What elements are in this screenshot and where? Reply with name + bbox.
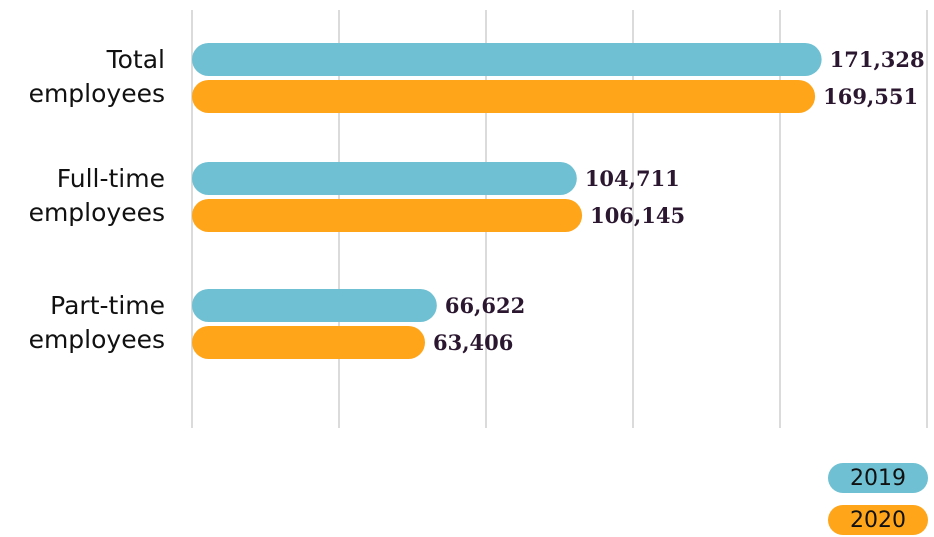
bar bbox=[192, 162, 577, 195]
bar bbox=[192, 199, 583, 232]
legend-swatch bbox=[828, 463, 928, 493]
value-label: 171,328 bbox=[830, 47, 925, 72]
bar bbox=[192, 43, 822, 76]
value-label: 104,711 bbox=[585, 166, 680, 191]
category-label: Total employees bbox=[29, 45, 165, 108]
category-label: Full-time employees bbox=[29, 164, 165, 227]
legend-swatch bbox=[828, 505, 928, 535]
bar bbox=[192, 289, 437, 322]
value-label: 66,622 bbox=[445, 293, 525, 318]
bar bbox=[192, 326, 426, 359]
legend-label: 2019 bbox=[850, 466, 906, 491]
bar bbox=[192, 80, 816, 113]
value-label: 169,551 bbox=[823, 84, 918, 109]
legend-label: 2020 bbox=[850, 508, 906, 533]
value-label: 63,406 bbox=[433, 330, 513, 355]
category-label: Part-time employees bbox=[29, 291, 165, 354]
value-label: 106,145 bbox=[590, 203, 685, 228]
